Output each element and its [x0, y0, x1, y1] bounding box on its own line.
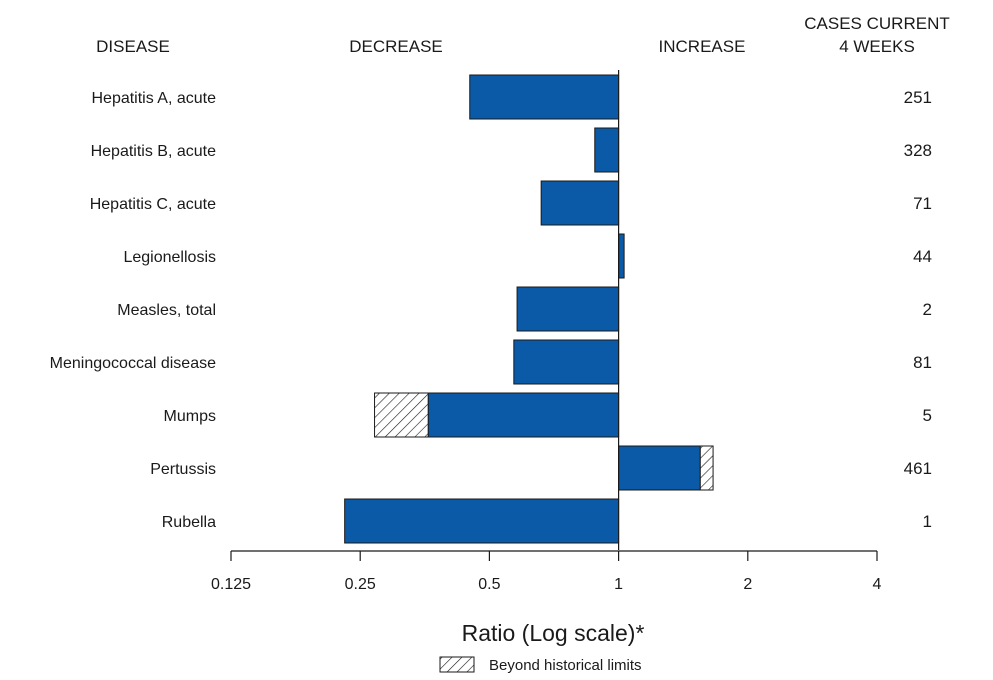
legend: Beyond historical limits	[439, 656, 642, 674]
cases-measles-total: 2	[923, 300, 932, 319]
category-label-meningococcal-disease: Meningococcal disease	[50, 355, 216, 372]
bar-mumps	[427, 392, 620, 438]
x-tick-label: 1	[614, 576, 623, 593]
cases-hepatitis-c-acute: 71	[913, 194, 932, 213]
header-increase: INCREASE	[659, 37, 746, 56]
cases-hepatitis-a-acute: 251	[904, 88, 932, 107]
bar-rubella	[344, 498, 620, 544]
x-tick-label: 0.5	[478, 576, 500, 593]
x-tick-label: 4	[873, 576, 882, 593]
header-cases-line2: 4 WEEKS	[839, 37, 915, 56]
cases-hepatitis-b-acute: 328	[904, 141, 932, 160]
category-label-rubella: Rubella	[162, 514, 216, 531]
hatch-mumps	[374, 392, 429, 438]
bar-legionellosis	[618, 233, 625, 279]
header-disease: DISEASE	[96, 37, 170, 56]
cases-meningococcal-disease: 81	[913, 353, 932, 372]
cases-mumps: 5	[923, 406, 932, 425]
x-tick-label: 0.125	[211, 576, 251, 593]
bar-hepatitis-c-acute	[540, 180, 620, 226]
cases-legionellosis: 44	[913, 247, 932, 266]
category-label-hepatitis-b-acute: Hepatitis B, acute	[91, 143, 217, 160]
bar-hepatitis-a-acute	[469, 74, 620, 120]
x-axis-label: Ratio (Log scale)*	[462, 620, 645, 646]
bar-pertussis	[618, 445, 701, 491]
cases-pertussis: 461	[904, 459, 932, 478]
header-decrease: DECREASE	[349, 37, 443, 56]
header-cases-line1: CASES CURRENT	[804, 14, 949, 33]
x-tick-label: 2	[743, 576, 752, 593]
bar-hepatitis-b-acute	[594, 127, 620, 173]
category-label-hepatitis-c-acute: Hepatitis C, acute	[90, 196, 216, 213]
legend-hatch-swatch	[439, 656, 475, 673]
bar-measles-total	[516, 286, 620, 332]
category-label-measles-total: Measles, total	[117, 302, 216, 319]
cases-rubella: 1	[923, 512, 932, 531]
legend-label: Beyond historical limits	[489, 657, 642, 674]
category-label-pertussis: Pertussis	[150, 461, 216, 478]
category-label-legionellosis: Legionellosis	[123, 249, 216, 266]
category-label-mumps: Mumps	[164, 408, 216, 425]
bar-meningococcal-disease	[513, 339, 620, 385]
hatch-pertussis	[699, 445, 714, 491]
x-axis: 0.125 0.25 0.5 1 2 4	[211, 550, 882, 593]
category-label-hepatitis-a-acute: Hepatitis A, acute	[91, 90, 216, 107]
x-tick-label: 0.25	[345, 576, 376, 593]
